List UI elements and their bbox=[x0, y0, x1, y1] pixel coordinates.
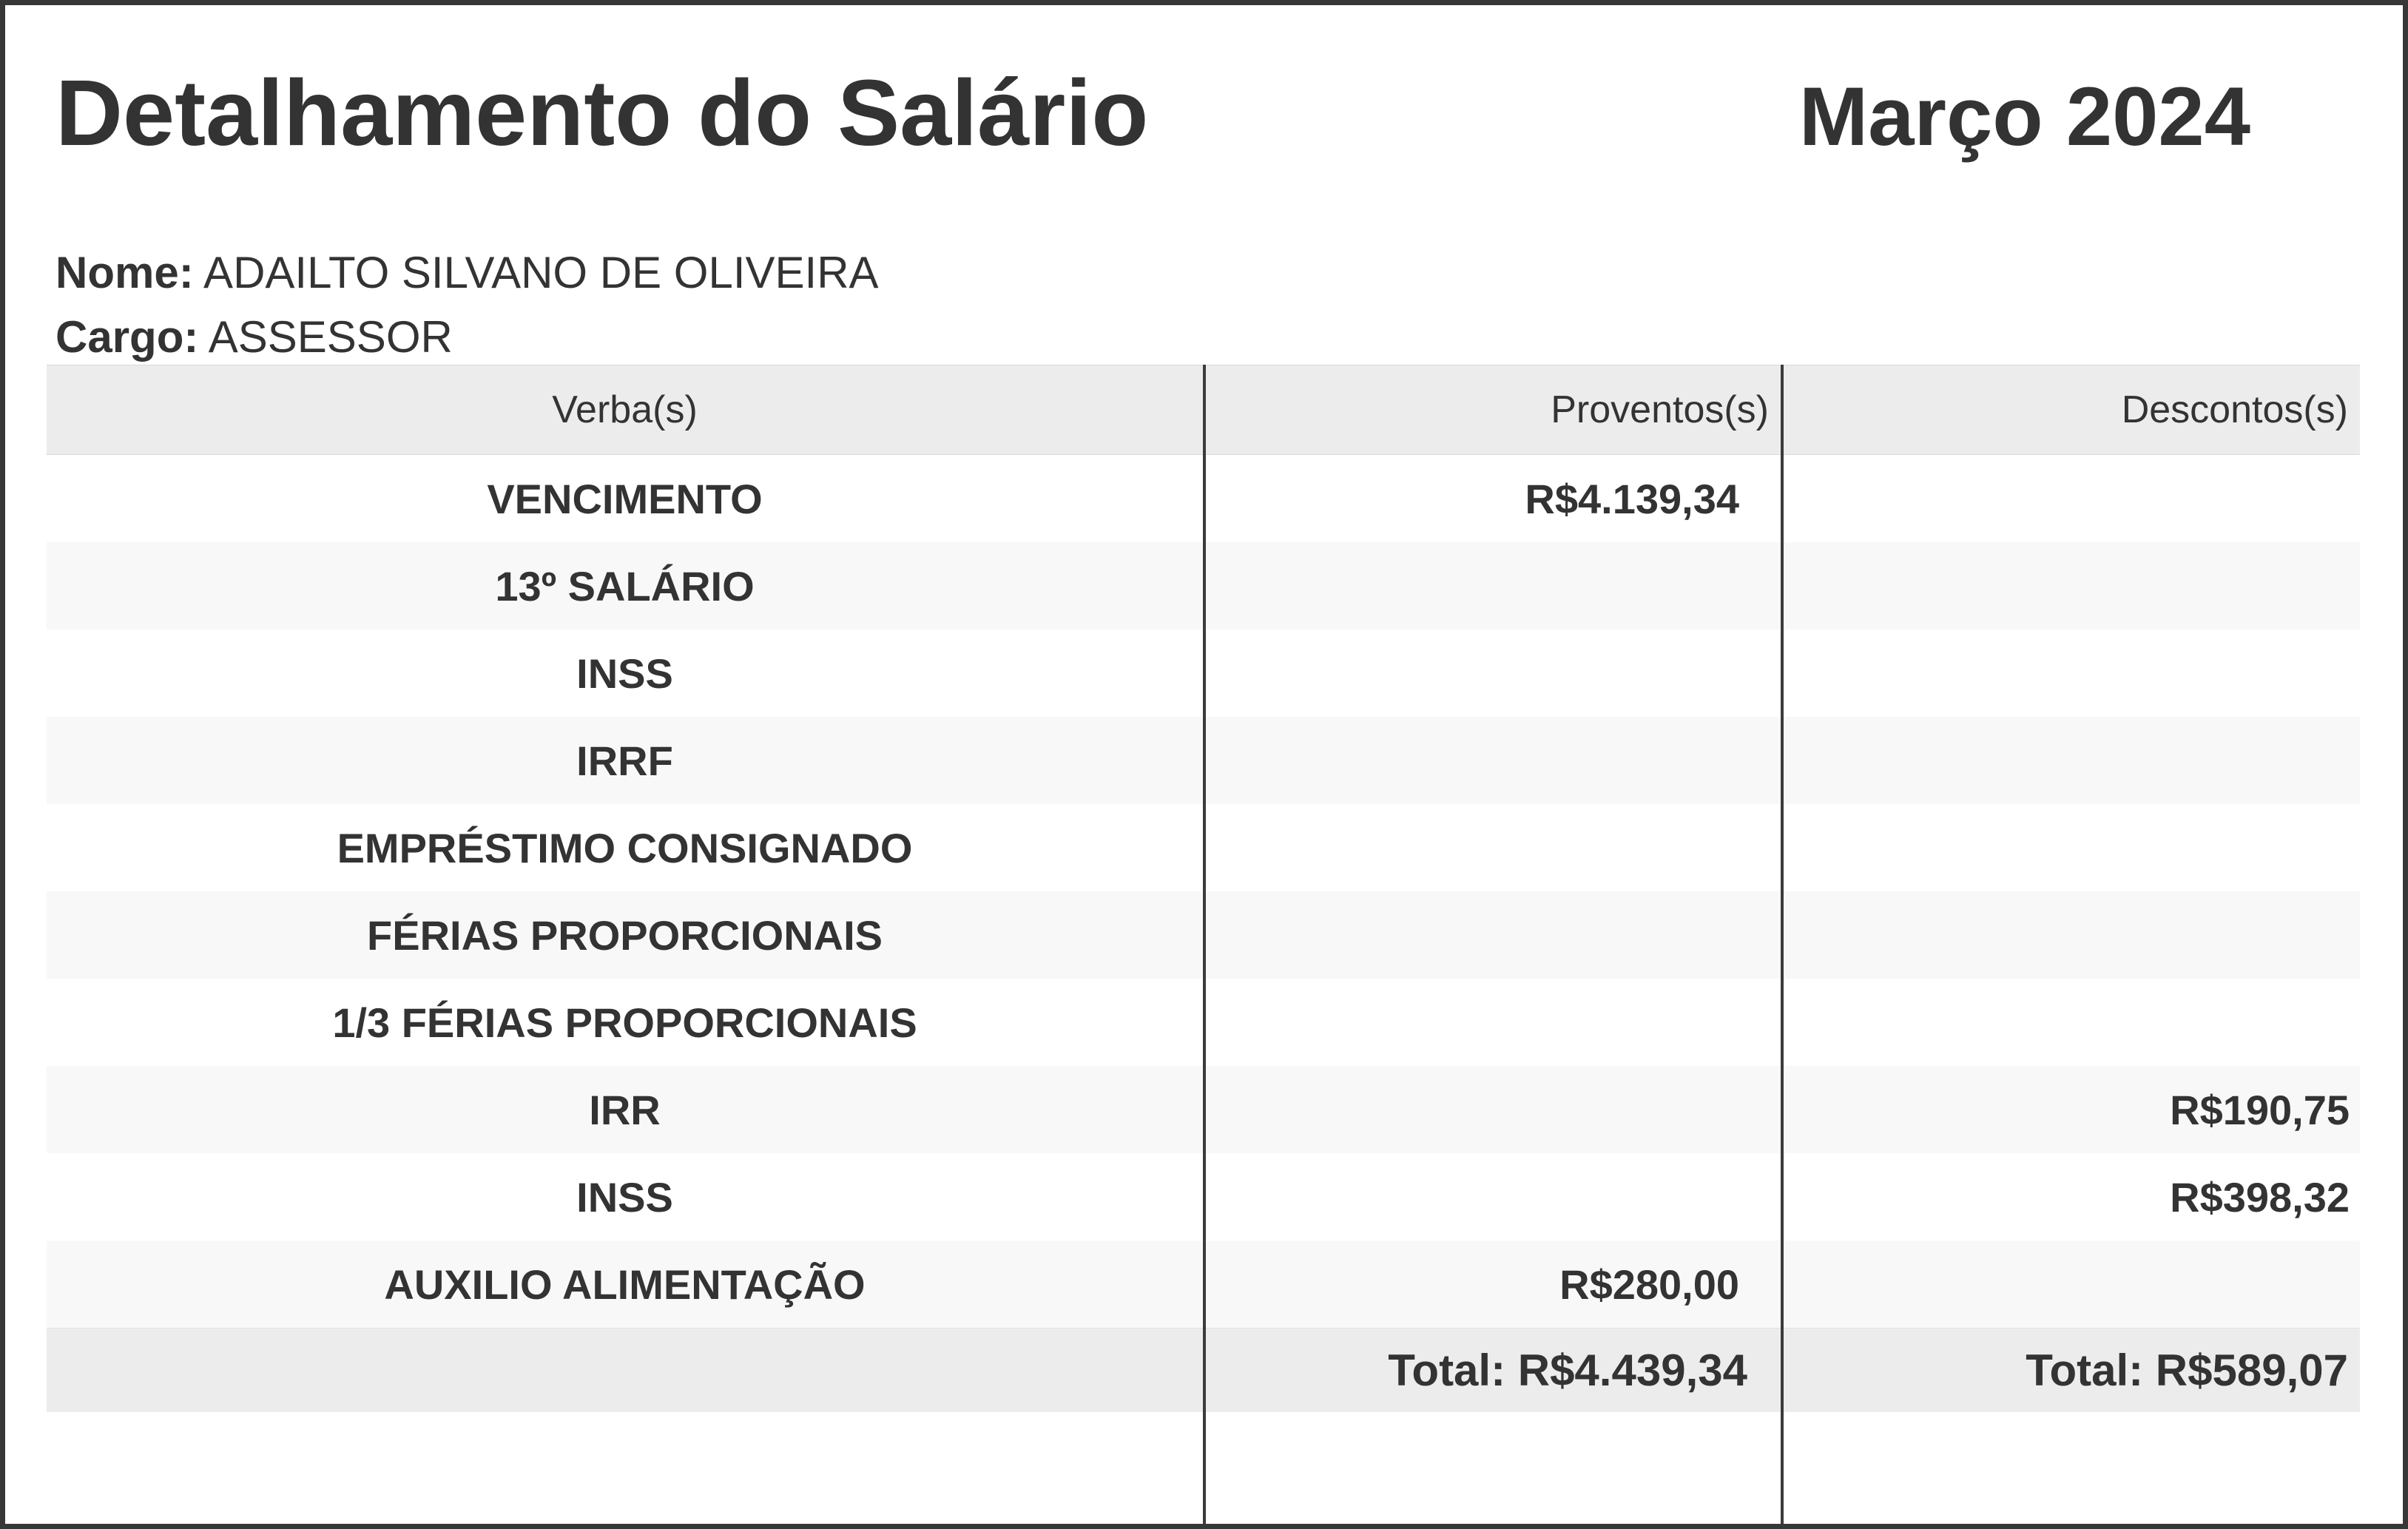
descontos-cell bbox=[1781, 542, 2360, 630]
salary-table: Verba(s) Proventos(s) Descontos(s) VENCI… bbox=[47, 365, 2360, 1524]
verba-cell: AUXILIO ALIMENTAÇÃO bbox=[384, 1260, 866, 1308]
employee-name: ADAILTO SILVANO DE OLIVEIRA bbox=[203, 248, 879, 297]
descontos-cell bbox=[1781, 804, 2360, 891]
column-header-proventos: Proventos(s) bbox=[1551, 388, 1769, 431]
period-label: Março 2024 bbox=[1798, 70, 2250, 163]
column-divider bbox=[1781, 365, 1784, 1524]
page-title: Detalhamento do Salário bbox=[55, 61, 1149, 165]
total-empty-cell bbox=[47, 1329, 1203, 1412]
table-row: INSS R$398,32 bbox=[47, 1153, 2360, 1241]
role-label: Cargo: bbox=[55, 312, 199, 362]
proventos-cell: R$280,00 bbox=[1559, 1260, 1739, 1308]
table-row: EMPRÉSTIMO CONSIGNADO bbox=[47, 804, 2360, 891]
column-header-verba: Verba(s) bbox=[552, 388, 698, 431]
verba-cell: FÉRIAS PROPORCIONAIS bbox=[367, 911, 883, 959]
proventos-cell bbox=[1203, 891, 1781, 979]
employee-role: ASSESSOR bbox=[208, 312, 453, 362]
proventos-cell bbox=[1203, 542, 1781, 630]
employee-role-line: Cargo: ASSESSOR bbox=[55, 305, 879, 369]
proventos-cell bbox=[1203, 1066, 1781, 1153]
descontos-cell bbox=[1781, 717, 2360, 804]
proventos-cell bbox=[1203, 1153, 1781, 1241]
verba-cell: VENCIMENTO bbox=[487, 475, 763, 522]
column-divider bbox=[1203, 365, 1206, 1524]
descontos-cell bbox=[1781, 455, 2360, 542]
verba-cell: IRR bbox=[589, 1086, 661, 1133]
proventos-cell bbox=[1203, 630, 1781, 717]
descontos-cell bbox=[1781, 891, 2360, 979]
column-header-descontos: Descontos(s) bbox=[2121, 388, 2348, 431]
verba-cell: INSS bbox=[576, 1173, 673, 1221]
table-row: 1/3 FÉRIAS PROPORCIONAIS bbox=[47, 979, 2360, 1066]
total-proventos-cell: Total: R$4.439,34 bbox=[1388, 1346, 1747, 1395]
verba-cell: 1/3 FÉRIAS PROPORCIONAIS bbox=[332, 999, 917, 1046]
proventos-cell bbox=[1203, 804, 1781, 891]
employee-name-line: Nome: ADAILTO SILVANO DE OLIVEIRA bbox=[55, 240, 879, 305]
proventos-cell: R$4.139,34 bbox=[1525, 475, 1739, 522]
proventos-cell bbox=[1203, 717, 1781, 804]
descontos-cell bbox=[1781, 630, 2360, 717]
verba-cell: 13º SALÁRIO bbox=[495, 562, 755, 610]
name-label: Nome: bbox=[55, 248, 194, 297]
table-row: VENCIMENTO R$4.139,34 bbox=[47, 455, 2360, 542]
employee-info: Nome: ADAILTO SILVANO DE OLIVEIRA Cargo:… bbox=[55, 240, 879, 369]
total-descontos-cell: Total: R$589,07 bbox=[2026, 1346, 2348, 1395]
descontos-cell: R$190,75 bbox=[2170, 1086, 2350, 1133]
verba-cell: IRRF bbox=[576, 737, 673, 784]
proventos-cell bbox=[1203, 979, 1781, 1066]
verba-cell: EMPRÉSTIMO CONSIGNADO bbox=[337, 824, 913, 871]
descontos-cell: R$398,32 bbox=[2170, 1173, 2350, 1221]
descontos-cell bbox=[1781, 979, 2360, 1066]
table-row: INSS bbox=[47, 630, 2360, 717]
verba-cell: INSS bbox=[576, 649, 673, 697]
descontos-cell bbox=[1781, 1241, 2360, 1328]
